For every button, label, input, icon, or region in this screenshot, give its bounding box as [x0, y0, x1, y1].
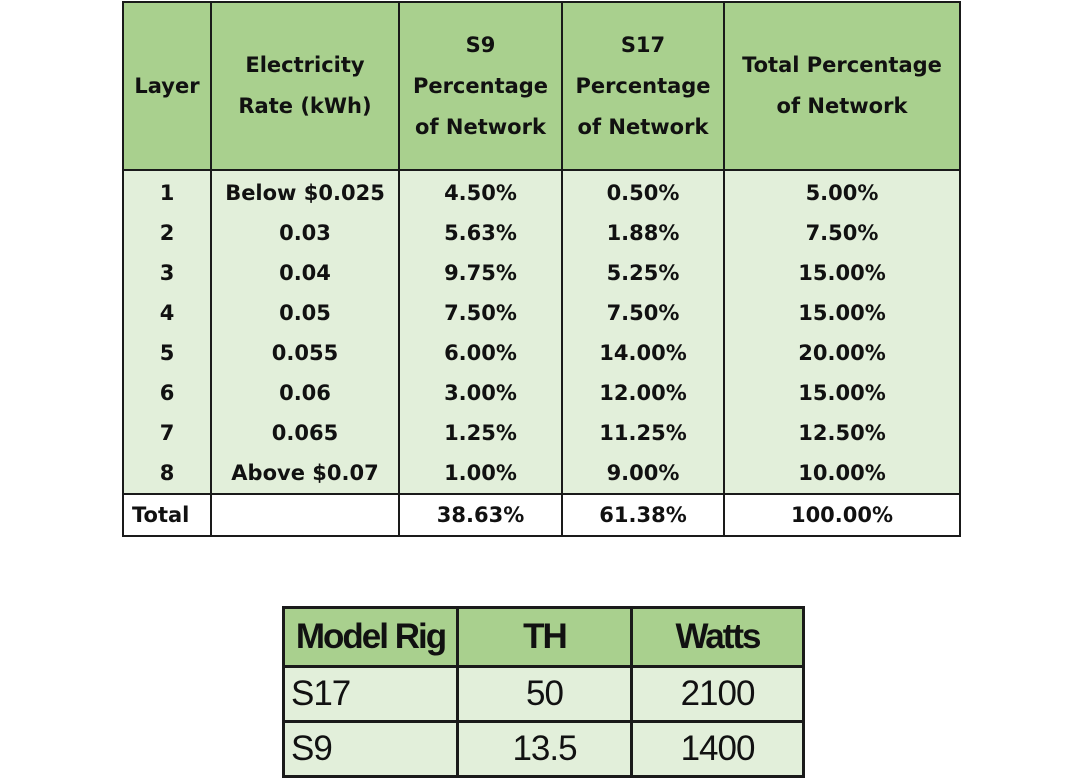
- header-row: Layer Electricity Rate (kWh) S9 Percenta…: [122, 1, 961, 171]
- rate-cell: Below $0.025: [210, 169, 400, 213]
- header-electricity-rate: Electricity Rate (kWh): [210, 1, 400, 171]
- table-row: 8 Above $0.07 1.00% 9.00% 10.00%: [122, 453, 961, 495]
- header-watts: Watts: [630, 606, 805, 668]
- rate-cell: Above $0.07: [210, 453, 400, 495]
- rate-cell: 0.06: [210, 373, 400, 413]
- header-s9-percentage: S9 Percentage of Network: [398, 1, 563, 171]
- total-cell: 12.50%: [723, 413, 961, 453]
- s17-cell: 5.25%: [561, 253, 725, 293]
- s17-cell: 12.00%: [561, 373, 725, 413]
- network-layer-table: Layer Electricity Rate (kWh) S9 Percenta…: [122, 1, 961, 537]
- watts-cell: 1400: [630, 720, 805, 778]
- header-model-rig: Model Rig: [282, 606, 459, 668]
- header-total-percentage: Total Percentage of Network: [723, 1, 961, 171]
- rate-cell: 0.065: [210, 413, 400, 453]
- header-th: TH: [456, 606, 633, 668]
- s9-cell: 4.50%: [398, 169, 563, 213]
- total-cell: 15.00%: [723, 373, 961, 413]
- s9-cell: 1.00%: [398, 453, 563, 495]
- total-cell: 20.00%: [723, 333, 961, 373]
- layer-cell: 1: [122, 169, 212, 213]
- total-s17-cell: 61.38%: [561, 493, 725, 537]
- rate-cell: 0.04: [210, 253, 400, 293]
- total-cell: 7.50%: [723, 213, 961, 253]
- table-row: S9 13.5 1400: [282, 720, 805, 778]
- total-cell: 10.00%: [723, 453, 961, 495]
- watts-cell: 2100: [630, 665, 805, 723]
- rate-cell: 0.03: [210, 213, 400, 253]
- table-row: 7 0.065 1.25% 11.25% 12.50%: [122, 413, 961, 453]
- total-cell: 15.00%: [723, 253, 961, 293]
- th-cell: 13.5: [456, 720, 633, 778]
- s17-cell: 1.88%: [561, 213, 725, 253]
- rig-header-row: Model Rig TH Watts: [282, 606, 805, 668]
- th-cell: 50: [456, 665, 633, 723]
- layer-cell: 2: [122, 213, 212, 253]
- header-layer: Layer: [122, 1, 212, 171]
- s17-cell: 7.50%: [561, 293, 725, 333]
- s9-cell: 1.25%: [398, 413, 563, 453]
- rate-cell: 0.055: [210, 333, 400, 373]
- table-row: 4 0.05 7.50% 7.50% 15.00%: [122, 293, 961, 333]
- layer-cell: 6: [122, 373, 212, 413]
- s9-cell: 3.00%: [398, 373, 563, 413]
- table-row: 5 0.055 6.00% 14.00% 20.00%: [122, 333, 961, 373]
- model-cell: S9: [282, 720, 459, 778]
- header-s17-percentage: S17 Percentage of Network: [561, 1, 725, 171]
- table-row: 1 Below $0.025 4.50% 0.50% 5.00%: [122, 169, 961, 213]
- model-cell: S17: [282, 665, 459, 723]
- layer-cell: 3: [122, 253, 212, 293]
- rate-cell: 0.05: [210, 293, 400, 333]
- table-row: 6 0.06 3.00% 12.00% 15.00%: [122, 373, 961, 413]
- s9-cell: 9.75%: [398, 253, 563, 293]
- total-rate-cell: [210, 493, 400, 537]
- layer-cell: 5: [122, 333, 212, 373]
- s17-cell: 9.00%: [561, 453, 725, 495]
- s17-cell: 0.50%: [561, 169, 725, 213]
- layer-cell: 4: [122, 293, 212, 333]
- model-rig-table: Model Rig TH Watts S17 50 2100 S9 13.5 1…: [282, 606, 805, 778]
- total-s9-cell: 38.63%: [398, 493, 563, 537]
- layer-cell: 7: [122, 413, 212, 453]
- s17-cell: 14.00%: [561, 333, 725, 373]
- layer-cell: 8: [122, 453, 212, 495]
- s17-cell: 11.25%: [561, 413, 725, 453]
- s9-cell: 6.00%: [398, 333, 563, 373]
- total-cell: 15.00%: [723, 293, 961, 333]
- table-row: S17 50 2100: [282, 665, 805, 723]
- table-row: 3 0.04 9.75% 5.25% 15.00%: [122, 253, 961, 293]
- total-label: Total: [122, 493, 212, 537]
- total-cell: 5.00%: [723, 169, 961, 213]
- total-row: Total 38.63% 61.38% 100.00%: [122, 493, 961, 537]
- table-row: 2 0.03 5.63% 1.88% 7.50%: [122, 213, 961, 253]
- s9-cell: 5.63%: [398, 213, 563, 253]
- s9-cell: 7.50%: [398, 293, 563, 333]
- total-total-cell: 100.00%: [723, 493, 961, 537]
